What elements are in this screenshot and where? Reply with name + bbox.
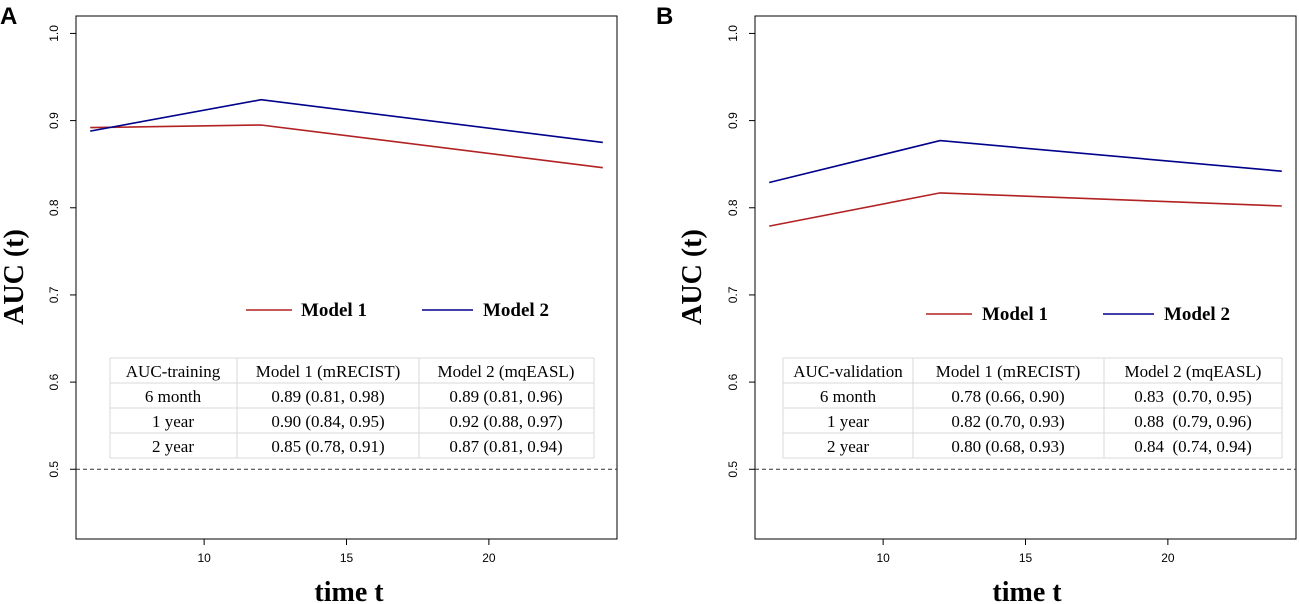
panel-b-y-tick-label: 0.7	[726, 286, 740, 303]
panel-b-series-line-model-1	[769, 192, 1282, 227]
panel-a-y-tick-label: 0.5	[47, 461, 61, 478]
panel-a-marks	[76, 98, 617, 470]
panel-b-table-header-model-1: Model 1 (mRECIST)	[936, 362, 1081, 381]
panel-a-table-row-3-model-1: 0.85 (0.78, 0.91)	[271, 437, 384, 456]
panel-b-legend: Model 1 Model 2	[926, 304, 1230, 325]
panel-a-ticks: 10 15 20 0.5 0.6 0.7 0.8 0.9 1.0	[47, 25, 496, 565]
panel-b-y-tick-label: 0.9	[726, 112, 740, 129]
panel-b-table-header-label: AUC-validation	[793, 362, 903, 381]
panel-a-table-header-model-2: Model 2 (mqEASL)	[438, 362, 575, 381]
panel-b-table-row-1-time: 6 month	[820, 387, 877, 406]
panel-b-plot-frame	[754, 15, 1297, 540]
panel-a-x-tick-label: 20	[482, 551, 496, 565]
panel-b-x-axis-title: time t	[992, 577, 1062, 604]
panel-b-y-tick-label: 0.8	[726, 199, 740, 216]
panel-a-y-tick-label: 0.6	[47, 373, 61, 390]
panel-b-x-tick-label: 15	[1019, 551, 1033, 565]
panel-a-plot-frame	[75, 15, 618, 540]
panel-a-y-tick-label: 1.0	[47, 25, 61, 42]
panel-a-x-tick-label: 15	[340, 551, 354, 565]
panel-b-table-row-3-time: 2 year	[827, 437, 869, 456]
panel-a-table-header-label: AUC-training	[126, 362, 221, 381]
panel-a-y-tick-label: 0.8	[47, 199, 61, 216]
panel-a-label: A	[0, 3, 17, 30]
panel-a-table-row-2-time: 1 year	[152, 412, 194, 431]
panel-a-series-line-model-1	[90, 124, 603, 169]
panel-b-x-tick-label: 20	[1161, 551, 1175, 565]
panel-a-table-row-1-model-1: 0.89 (0.81, 0.98)	[271, 387, 384, 406]
panel-b-table-row-2-model-1: 0.82 (0.70, 0.93)	[951, 412, 1064, 431]
panel-b-marks	[755, 139, 1296, 470]
panel-b-table-row-3-model-1: 0.80 (0.68, 0.93)	[951, 437, 1064, 456]
panel-b-table-header-model-2: Model 2 (mqEASL)	[1125, 362, 1262, 381]
panel-a-table-row-1-model-2: 0.89 (0.81, 0.96)	[449, 387, 562, 406]
panel-b-table-row-1-model-2: 0.83 (0.70, 0.95)	[1134, 387, 1252, 406]
panel-a-y-tick-label: 0.7	[47, 286, 61, 303]
panel-b-y-tick-label: 0.5	[726, 461, 740, 478]
panel-a-y-tick-label: 0.9	[47, 112, 61, 129]
panel-b-legend-label-model-2: Model 2	[1164, 304, 1230, 325]
panel-b-table-row-1-model-1: 0.78 (0.66, 0.90)	[951, 387, 1064, 406]
panel-b-auc-table: AUC-validation Model 1 (mRECIST) Model 2…	[782, 357, 1283, 459]
panel-a-legend: Model 1 Model 2	[246, 300, 549, 321]
panel-b-y-tick-label: 1.0	[726, 25, 740, 42]
panel-b-label: B	[656, 3, 673, 30]
panel-b-table-row-3-model-2: 0.84 (0.74, 0.94)	[1134, 437, 1252, 456]
panel-b-ticks: 10 15 20 0.5 0.6 0.7 0.8 0.9 1.0	[726, 25, 1175, 565]
panel-b-table-row-2-time: 1 year	[827, 412, 869, 431]
panel-b-y-axis-title: AUC (t)	[677, 229, 708, 325]
panel-a-legend-label-model-1: Model 1	[301, 300, 367, 321]
panel-a-series-line-model-2	[90, 98, 603, 144]
panel-b-table-row-2-model-2: 0.88 (0.79, 0.96)	[1134, 412, 1252, 431]
panel-a-x-axis-title: time t	[314, 577, 384, 604]
panel-a-legend-label-model-2: Model 2	[483, 300, 549, 321]
panel-a-auc-table: AUC-training Model 1 (mRECIST) Model 2 (…	[109, 357, 595, 459]
panel-a-table-row-3-time: 2 year	[152, 437, 194, 456]
panel-a-table-row-1-time: 6 month	[145, 387, 202, 406]
panel-b: B time t AUC (t) 10 15 20 0.5 0.6 0.7 0.8 0.9 1.…	[656, 3, 1297, 604]
panel-a-table-row-2-model-1: 0.90 (0.84, 0.95)	[271, 412, 384, 431]
panel-b-series-line-model-2	[769, 139, 1282, 184]
panel-b-y-tick-label: 0.6	[726, 373, 740, 390]
panel-b-x-tick-label: 10	[876, 551, 890, 565]
panel-a-x-tick-label: 10	[197, 551, 211, 565]
panel-a-table-row-3-model-2: 0.87 (0.81, 0.94)	[449, 437, 562, 456]
panel-a-table-header-model-1: Model 1 (mRECIST)	[256, 362, 401, 381]
panel-a-table-row-2-model-2: 0.92 (0.88, 0.97)	[449, 412, 562, 431]
panel-a: A time t AUC (t) 10 15 20 0.5 0.6 0.7 0.8 0.9 1.…	[0, 3, 618, 604]
panel-a-y-axis-title: AUC (t)	[0, 229, 30, 325]
panel-b-legend-label-model-1: Model 1	[982, 304, 1048, 325]
